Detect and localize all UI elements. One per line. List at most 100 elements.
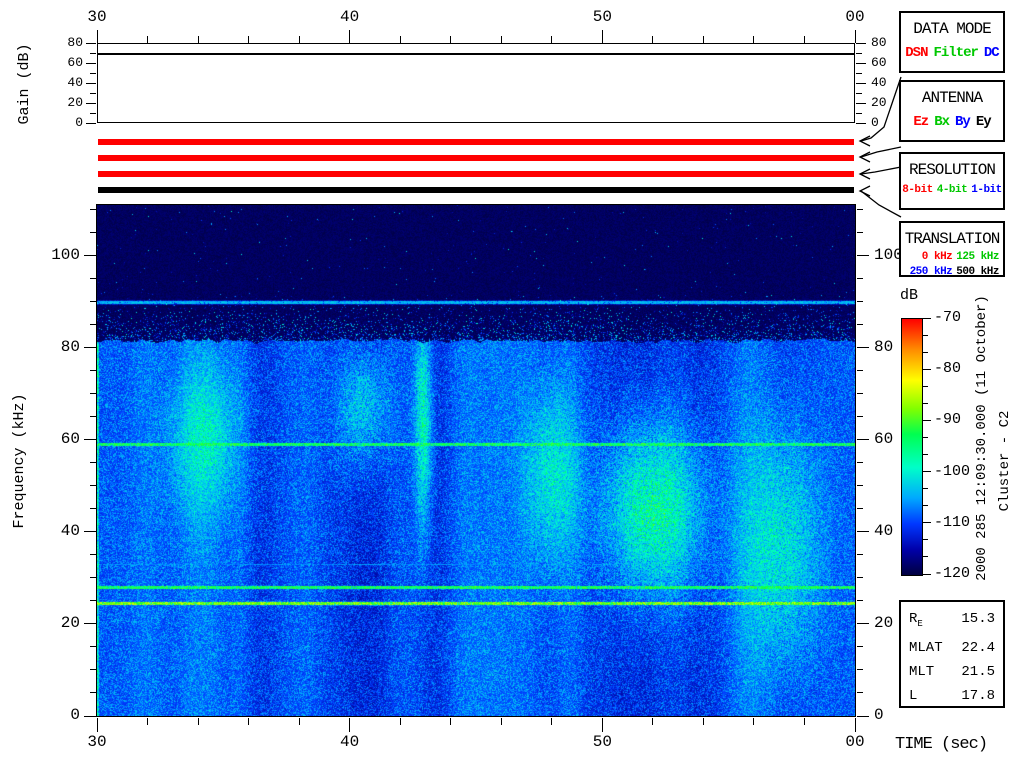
colorbar-tick-label: -100 (934, 462, 971, 480)
colorbar-minor-tick (923, 402, 928, 404)
freq-axis-tick-right (857, 462, 863, 464)
spectrogram (96, 204, 856, 717)
legend-panel-translation: TRANSLATION 0 kHz 125 kHz 250 kHz 500 kHz (899, 221, 1005, 278)
callout-arrowhead-data-mode (858, 135, 871, 147)
option-ey: Ey (975, 114, 992, 130)
freq-tick-label-left: 20 (60, 613, 80, 632)
gain-axis-tick-right (856, 62, 866, 64)
option-1-bit: 1-bit (971, 184, 1002, 196)
freq-axis-tick-right (857, 531, 869, 533)
gain-axis-tick-left (90, 92, 96, 94)
freq-axis-tick-right (857, 232, 863, 234)
panel-title-data-mode: DATA MODE (913, 20, 991, 38)
colorbar-major-tick (923, 419, 931, 421)
freq-tick-label-right: 0 (874, 706, 884, 724)
top-axis-major-tick (854, 30, 856, 43)
colorbar-tick-label: -90 (934, 411, 962, 429)
gain-axis-tick-right (856, 42, 866, 44)
colorbar-major-tick (923, 573, 931, 575)
ephemeris-row: L 17.8 (909, 684, 995, 708)
freq-axis-tick-left (90, 301, 96, 303)
freq-axis-tick-right (857, 347, 869, 349)
colorbar-tick-label: -110 (934, 513, 971, 531)
freq-axis-tick-left (84, 255, 96, 257)
bottom-axis-minor-tick (399, 718, 401, 725)
legend-panel-resolution: RESOLUTION 8-bit 4-bit 1-bit (899, 152, 1005, 210)
gain-tick-label-right: 40 (871, 75, 887, 90)
freq-axis-tick-right (857, 715, 869, 717)
bottom-axis-tick-label: 00 (845, 733, 865, 751)
gain-axis-tick-left (90, 112, 96, 114)
top-axis-tick-label: 40 (340, 8, 360, 26)
ephemeris-row: MLAT 22.4 (909, 636, 995, 660)
bottom-axis-minor-tick (248, 718, 250, 725)
ephemeris-value: 15.3 (961, 611, 995, 627)
status-bar-translation (98, 187, 854, 193)
freq-axis-tick-left (90, 554, 96, 556)
bottom-axis-minor-tick (803, 718, 805, 725)
freq-tick-label-right: 100 (874, 245, 903, 264)
freq-axis-tick-left (90, 416, 96, 418)
colorbar-major-tick (923, 522, 931, 524)
top-axis-minor-tick (399, 36, 401, 43)
colorbar-major-tick (923, 368, 931, 370)
colorbar-minor-tick (923, 436, 928, 438)
panel-options: 250 kHz 500 kHz (901, 266, 1003, 278)
ephemeris-box: RE 15.3 MLAT 22.4 MLT 21.5 L 17.8 (899, 600, 1005, 708)
freq-axis-tick-right (857, 554, 863, 556)
freq-axis-tick-right (857, 370, 863, 372)
panel-title-antenna: ANTENNA (921, 89, 983, 107)
ephemeris-label: L (909, 687, 918, 704)
freq-tick-label-left: 60 (60, 429, 80, 448)
status-bar-resolution (98, 171, 854, 177)
callout-line-data-mode (860, 76, 902, 142)
top-axis-minor-tick (450, 36, 452, 43)
freq-axis-tick-right (857, 301, 863, 303)
spacecraft-label: Cluster - C2 (997, 410, 1013, 512)
callout-arrowhead-resolution (858, 168, 871, 180)
colorbar-tick-label: -70 (934, 309, 962, 326)
top-axis-minor-tick (652, 36, 654, 43)
freq-axis-tick-left (90, 646, 96, 648)
freq-axis-tick-right (857, 416, 863, 418)
freq-axis-tick-right (857, 508, 863, 510)
freq-axis-tick-left (84, 531, 96, 533)
freq-axis-tick-right (857, 669, 863, 671)
colorbar-unit-label: dB (900, 287, 919, 304)
ephemeris-value: 17.8 (961, 687, 995, 704)
freq-tick-label-right: 20 (874, 613, 894, 632)
option-dc: DC (983, 45, 1000, 61)
colorbar-tick-label: -80 (934, 360, 962, 378)
freq-axis-tick-left (90, 324, 96, 326)
freq-axis-tick-left (90, 232, 96, 234)
callout-line-antenna (860, 146, 902, 158)
ephemeris-row: MLT 21.5 (909, 660, 995, 684)
freq-axis-tick-right (857, 577, 863, 579)
gain-tick-label-right: 20 (871, 95, 887, 110)
freq-axis-tick-right (857, 485, 863, 487)
freq-axis-tick-right (857, 439, 869, 441)
bottom-axis-major-tick (96, 718, 98, 732)
panel-options: Ez Bx By Ey (901, 114, 1003, 130)
gain-tick-label-left: 0 (75, 115, 83, 130)
option-4-bit: 4-bit (936, 184, 968, 196)
freq-axis-tick-right (857, 255, 869, 257)
gain-tick-label-left: 20 (67, 95, 83, 110)
freq-tick-label-left: 100 (51, 245, 80, 264)
bottom-axis-minor-tick (298, 718, 300, 725)
top-axis-minor-tick (248, 36, 250, 43)
top-axis-major-tick (349, 30, 351, 43)
freq-axis-tick-left (90, 278, 96, 280)
ephemeris-value: 22.4 (961, 639, 995, 656)
colorbar-minor-tick (923, 505, 928, 507)
panel-options: DSN Filter DC (901, 45, 1003, 61)
freq-axis-tick-left (90, 508, 96, 510)
gain-tick-label-left: 80 (67, 35, 83, 50)
top-axis-tick-label: 30 (87, 8, 107, 26)
ephemeris-label: MLT (909, 663, 935, 680)
datetime-label: 2000 285 12:09:30.000 (11 October) (974, 295, 990, 581)
option-bx: Bx (934, 114, 950, 130)
option-by: By (955, 114, 971, 130)
freq-axis-tick-left (90, 577, 96, 579)
